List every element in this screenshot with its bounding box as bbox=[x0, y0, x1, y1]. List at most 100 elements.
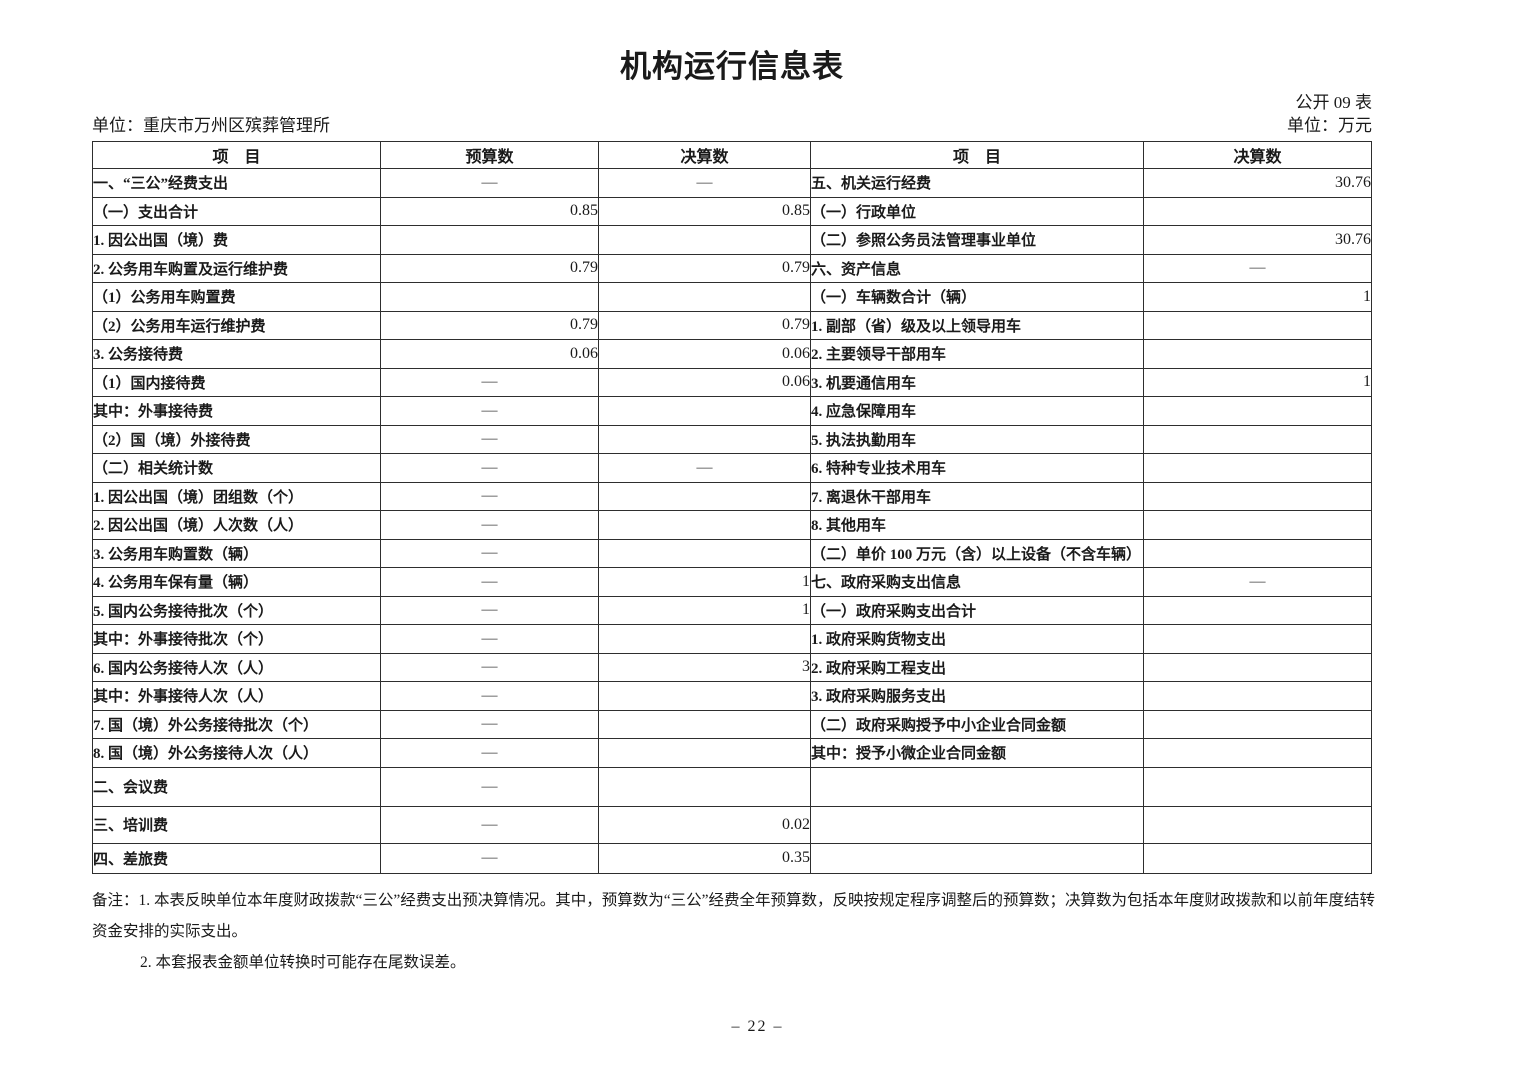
final-cell-right bbox=[1143, 738, 1372, 768]
table-row: 四、差旅费 —0.35 bbox=[92, 842, 1372, 874]
item-cell-right: （二）单价 100 万元（含）以上设备（不含车辆） bbox=[810, 538, 1144, 568]
table-row: 1. 因公出国（境）费 （二）参照公务员法管理事业单位 30.76 bbox=[92, 225, 1372, 255]
item-cell-right: （一）政府采购支出合计 bbox=[810, 595, 1144, 625]
table-row: 3. 公务用车购置数（辆） — （二）单价 100 万元（含）以上设备（不含车辆） bbox=[92, 538, 1372, 568]
item-cell-right: 2. 主要领导干部用车 bbox=[810, 339, 1144, 369]
item-cell-left: 其中：外事接待费 bbox=[92, 396, 381, 426]
final-cell-right bbox=[1143, 538, 1372, 568]
note-line-2: 资金安排的实际支出。 bbox=[92, 922, 248, 940]
table-row: 7. 国（境）外公务接待批次（个） — （二）政府采购授予中小企业合同金额 bbox=[92, 709, 1372, 739]
final-cell-left: 0.06 bbox=[598, 367, 811, 397]
amount-unit-label: 单位：万元 bbox=[1287, 116, 1372, 135]
final-cell-left bbox=[598, 396, 811, 426]
page-number: – 22 – bbox=[731, 1018, 784, 1035]
final-cell-left bbox=[598, 538, 811, 568]
item-cell-left: （1）公务用车购置费 bbox=[92, 282, 381, 312]
budget-cell-left: — bbox=[380, 805, 599, 844]
table-row: 其中：外事接待费 — 4. 应急保障用车 bbox=[92, 396, 1372, 426]
final-cell-right: 1 bbox=[1143, 367, 1372, 397]
item-cell-right: 3. 机要通信用车 bbox=[810, 367, 1144, 397]
table-row: 4. 公务用车保有量（辆） —1 七、政府采购支出信息 — bbox=[92, 567, 1372, 597]
final-cell-right bbox=[1143, 595, 1372, 625]
item-cell-left: 三、培训费 bbox=[92, 805, 381, 844]
table-row: 5. 国内公务接待批次（个） —1 （一）政府采购支出合计 bbox=[92, 595, 1372, 625]
final-cell-left bbox=[598, 681, 811, 711]
item-cell-left: 一、“三公”经费支出 bbox=[92, 168, 381, 198]
final-cell-left: 1 bbox=[598, 595, 811, 625]
final-cell-left: 1 bbox=[598, 567, 811, 597]
table-row: （2）公务用车运行维护费 0.79 0.79 1. 副部（省）级及以上领导用车 bbox=[92, 310, 1372, 340]
final-cell-right bbox=[1143, 842, 1372, 874]
budget-cell-left: — bbox=[380, 367, 599, 397]
table-row: 二、会议费 — bbox=[92, 766, 1372, 807]
final-cell-right bbox=[1143, 453, 1372, 483]
table-row: 一、“三公”经费支出 — — 五、机关运行经费 30.76 bbox=[92, 168, 1372, 198]
item-cell-left: 3. 公务接待费 bbox=[92, 339, 381, 369]
item-cell-right bbox=[810, 766, 1144, 807]
final-cell-right: 1 bbox=[1143, 282, 1372, 312]
note-line-1: 备注：1. 本表反映单位本年度财政拨款“三公”经费支出预决算情况。其中，预算数为… bbox=[92, 891, 1376, 909]
item-cell-left: 5. 国内公务接待批次（个） bbox=[92, 595, 381, 625]
final-cell-left: 0.06 bbox=[598, 339, 811, 369]
item-cell-right: 8. 其他用车 bbox=[810, 510, 1144, 540]
table-row: （1）公务用车购置费 （一）车辆数合计（辆） 1 bbox=[92, 282, 1372, 312]
org-unit-label: 单位：重庆市万州区殡葬管理所 bbox=[92, 116, 330, 135]
budget-cell-left: — bbox=[380, 652, 599, 682]
item-cell-right bbox=[810, 805, 1144, 844]
final-cell-left bbox=[598, 709, 811, 739]
table-header-row: 项 目 预算数 决算数 项 目 决算数 bbox=[92, 141, 1372, 169]
budget-cell-left: 0.06 bbox=[380, 339, 599, 369]
budget-cell-left bbox=[380, 282, 599, 312]
item-cell-left: 二、会议费 bbox=[92, 766, 381, 807]
final-cell-left: 0.02 bbox=[598, 805, 811, 844]
item-cell-right: 七、政府采购支出信息 bbox=[810, 567, 1144, 597]
header-item-left: 项 目 bbox=[92, 141, 381, 169]
header-budget-left: 预算数 bbox=[380, 141, 599, 169]
table-row: 3. 公务接待费 0.06 0.06 2. 主要领导干部用车 bbox=[92, 339, 1372, 369]
item-cell-right: 六、资产信息 bbox=[810, 253, 1144, 283]
header-item-right: 项 目 bbox=[810, 141, 1144, 169]
item-cell-left: （2）国（境）外接待费 bbox=[92, 424, 381, 454]
item-cell-right: 5. 执法执勤用车 bbox=[810, 424, 1144, 454]
item-cell-left: 四、差旅费 bbox=[92, 842, 381, 874]
budget-cell-left: — bbox=[380, 681, 599, 711]
item-cell-right: 3. 政府采购服务支出 bbox=[810, 681, 1144, 711]
budget-cell-left: — bbox=[380, 567, 599, 597]
table-row: 2. 因公出国（境）人次数（人） — 8. 其他用车 bbox=[92, 510, 1372, 540]
item-cell-right: （二）参照公务员法管理事业单位 bbox=[810, 225, 1144, 255]
budget-cell-left: — bbox=[380, 538, 599, 568]
budget-cell-left: — bbox=[380, 595, 599, 625]
final-cell-left bbox=[598, 282, 811, 312]
budget-cell-left: — bbox=[380, 481, 599, 511]
item-cell-left: 3. 公务用车购置数（辆） bbox=[92, 538, 381, 568]
budget-cell-left: — bbox=[380, 624, 599, 654]
table-row: （一）支出合计 0.85 0.85 （一）行政单位 bbox=[92, 196, 1372, 226]
budget-cell-left bbox=[380, 225, 599, 255]
item-cell-right: 1. 政府采购货物支出 bbox=[810, 624, 1144, 654]
item-cell-left: （一）支出合计 bbox=[92, 196, 381, 226]
final-cell-right bbox=[1143, 424, 1372, 454]
budget-cell-left: 0.79 bbox=[380, 253, 599, 283]
unit-row: 单位：重庆市万州区殡葬管理所 单位：万元 bbox=[92, 115, 1372, 137]
budget-cell-left: — bbox=[380, 396, 599, 426]
table-row: 6. 国内公务接待人次（人） —3 2. 政府采购工程支出 bbox=[92, 652, 1372, 682]
final-cell-left: — bbox=[598, 168, 811, 198]
item-cell-left: 1. 因公出国（境）费 bbox=[92, 225, 381, 255]
final-cell-right bbox=[1143, 510, 1372, 540]
item-cell-right bbox=[810, 842, 1144, 874]
document-page: 机构运行信息表 公开 09 表 单位：重庆市万州区殡葬管理所 单位：万元 项 目… bbox=[92, 0, 1375, 978]
table-row: 其中：外事接待批次（个） — 1. 政府采购货物支出 bbox=[92, 624, 1372, 654]
budget-cell-left: — bbox=[380, 738, 599, 768]
item-cell-right: （一）行政单位 bbox=[810, 196, 1144, 226]
budget-cell-left: — bbox=[380, 453, 599, 483]
final-cell-left bbox=[598, 225, 811, 255]
item-cell-left: 1. 因公出国（境）团组数（个） bbox=[92, 481, 381, 511]
item-cell-right: 1. 副部（省）级及以上领导用车 bbox=[810, 310, 1144, 340]
item-cell-right: 2. 政府采购工程支出 bbox=[810, 652, 1144, 682]
budget-cell-left: 0.85 bbox=[380, 196, 599, 226]
item-cell-right: 其中：授予小微企业合同金额 bbox=[810, 738, 1144, 768]
item-cell-left: 2. 公务用车购置及运行维护费 bbox=[92, 253, 381, 283]
table-row: （二）相关统计数 — —6. 特种专业技术用车 bbox=[92, 453, 1372, 483]
item-cell-left: 4. 公务用车保有量（辆） bbox=[92, 567, 381, 597]
table-row: 8. 国（境）外公务接待人次（人） — 其中：授予小微企业合同金额 bbox=[92, 738, 1372, 768]
